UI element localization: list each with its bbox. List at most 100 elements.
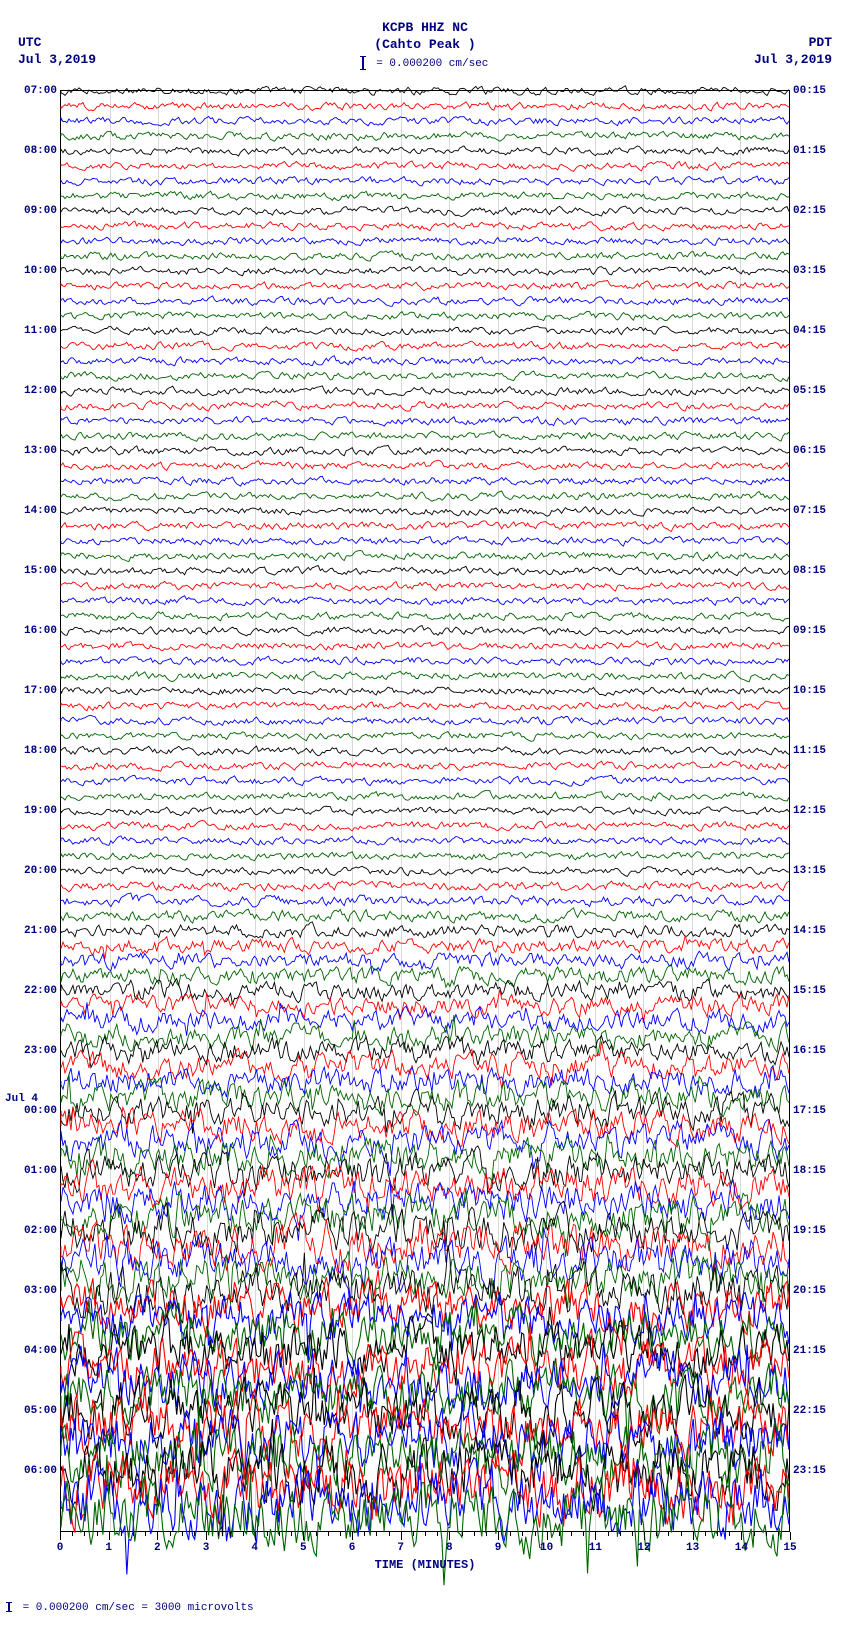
left-time-label: 05:00 <box>13 1405 57 1417</box>
station-line: KCPB HHZ NC <box>0 20 850 37</box>
right-time-label: 07:15 <box>793 505 837 517</box>
left-time-label: 23:00 <box>13 1045 57 1057</box>
x-tick-minor <box>656 1532 657 1536</box>
right-time-label: 12:15 <box>793 805 837 817</box>
scale-bar-icon <box>362 56 364 70</box>
x-tick-minor <box>291 1532 292 1536</box>
trace-row <box>61 1516 789 1531</box>
left-time-label: 19:00 <box>13 805 57 817</box>
left-time-label: 14:00 <box>13 505 57 517</box>
left-time-label: 15:00 <box>13 565 57 577</box>
x-tick-minor <box>194 1532 195 1536</box>
x-tick-minor <box>389 1532 390 1536</box>
x-tick-minor <box>620 1532 621 1536</box>
right-time-label: 10:15 <box>793 685 837 697</box>
trace-waveform <box>61 1501 789 1531</box>
x-tick-label: 0 <box>57 1542 64 1554</box>
right-time-label: 16:15 <box>793 1045 837 1057</box>
x-tick-minor <box>437 1532 438 1536</box>
right-time-label: 15:15 <box>793 985 837 997</box>
x-tick <box>498 1532 499 1540</box>
x-axis: TIME (MINUTES) 0123456789101112131415 <box>60 1532 790 1582</box>
x-tick-minor <box>535 1532 536 1536</box>
x-tick-minor <box>425 1532 426 1536</box>
right-time-label: 23:15 <box>793 1465 837 1477</box>
x-tick <box>595 1532 596 1540</box>
x-tick-label: 13 <box>686 1542 699 1554</box>
scale-text: = 0.000200 cm/sec <box>376 58 488 70</box>
x-tick <box>60 1532 61 1540</box>
x-tick-minor <box>668 1532 669 1536</box>
x-tick-label: 8 <box>446 1542 453 1554</box>
right-time-label: 01:15 <box>793 145 837 157</box>
footer-scale-bar-icon <box>8 1602 10 1612</box>
x-tick-label: 15 <box>783 1542 796 1554</box>
title-block: KCPB HHZ NC (Cahto Peak ) <box>0 20 850 54</box>
utc-label: UTC <box>18 35 96 52</box>
left-time-label: 22:00 <box>13 985 57 997</box>
x-tick-minor <box>364 1532 365 1536</box>
x-tick-minor <box>376 1532 377 1536</box>
x-tick-minor <box>230 1532 231 1536</box>
x-tick-label: 6 <box>349 1542 356 1554</box>
x-tick-minor <box>681 1532 682 1536</box>
x-tick <box>303 1532 304 1540</box>
location-line: (Cahto Peak ) <box>0 37 850 54</box>
right-time-label: 00:15 <box>793 85 837 97</box>
x-tick <box>741 1532 742 1540</box>
x-tick-minor <box>778 1532 779 1536</box>
utc-header: UTC Jul 3,2019 <box>18 35 96 69</box>
left-time-label: 18:00 <box>13 745 57 757</box>
x-tick-minor <box>243 1532 244 1536</box>
right-time-label: 06:15 <box>793 445 837 457</box>
left-time-label: 10:00 <box>13 265 57 277</box>
x-tick-minor <box>145 1532 146 1536</box>
x-tick-minor <box>133 1532 134 1536</box>
utc-date: Jul 3,2019 <box>18 52 96 69</box>
seismogram-container: UTC Jul 3,2019 KCPB HHZ NC (Cahto Peak )… <box>0 0 850 1634</box>
x-axis-title: TIME (MINUTES) <box>60 1558 790 1572</box>
left-time-label: 06:00 <box>13 1465 57 1477</box>
x-tick <box>644 1532 645 1540</box>
x-tick-label: 3 <box>203 1542 210 1554</box>
x-tick-label: 12 <box>637 1542 650 1554</box>
x-tick <box>157 1532 158 1540</box>
left-time-label: 11:00 <box>13 325 57 337</box>
left-time-label: 13:00 <box>13 445 57 457</box>
x-tick-label: 14 <box>735 1542 748 1554</box>
x-tick-minor <box>766 1532 767 1536</box>
x-tick-minor <box>121 1532 122 1536</box>
x-tick-minor <box>510 1532 511 1536</box>
x-tick-minor <box>340 1532 341 1536</box>
x-tick <box>109 1532 110 1540</box>
left-time-label: 20:00 <box>13 865 57 877</box>
x-tick <box>449 1532 450 1540</box>
plot-area: 07:0000:1508:0001:1509:0002:1510:0003:15… <box>60 90 790 1532</box>
x-tick <box>352 1532 353 1540</box>
x-tick-minor <box>84 1532 85 1536</box>
pdt-header: PDT Jul 3,2019 <box>754 35 832 69</box>
x-tick-label: 5 <box>300 1542 307 1554</box>
right-time-label: 08:15 <box>793 565 837 577</box>
x-tick <box>401 1532 402 1540</box>
right-time-label: 22:15 <box>793 1405 837 1417</box>
scale-block: = 0.000200 cm/sec <box>0 56 850 70</box>
day-label: Jul 4 <box>5 1093 38 1105</box>
right-time-label: 13:15 <box>793 865 837 877</box>
right-time-label: 05:15 <box>793 385 837 397</box>
x-tick-minor <box>182 1532 183 1536</box>
x-tick-minor <box>705 1532 706 1536</box>
x-tick-minor <box>474 1532 475 1536</box>
right-time-label: 20:15 <box>793 1285 837 1297</box>
left-time-label: 16:00 <box>13 625 57 637</box>
footer-note: = 0.000200 cm/sec = 3000 microvolts <box>8 1602 850 1614</box>
left-time-label: 21:00 <box>13 925 57 937</box>
x-tick-minor <box>413 1532 414 1536</box>
x-tick-minor <box>729 1532 730 1536</box>
right-time-label: 09:15 <box>793 625 837 637</box>
left-time-label: 03:00 <box>13 1285 57 1297</box>
x-tick-minor <box>97 1532 98 1536</box>
x-tick-minor <box>462 1532 463 1536</box>
x-tick-minor <box>717 1532 718 1536</box>
x-tick-minor <box>279 1532 280 1536</box>
